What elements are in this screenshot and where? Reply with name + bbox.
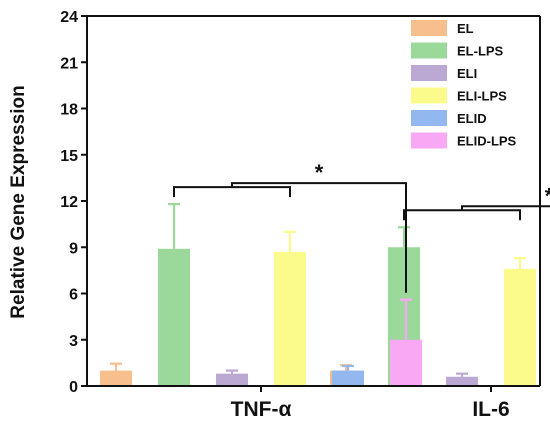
significance-group: ** bbox=[173, 160, 550, 293]
bar-eli-lps-1 bbox=[504, 268, 536, 386]
legend-label-el: EL bbox=[457, 21, 474, 36]
y-tick-label: 12 bbox=[60, 194, 78, 211]
bar-elid-lps-0 bbox=[390, 339, 422, 386]
legend-swatch-eli bbox=[411, 65, 447, 81]
legend-label-eli: ELI bbox=[457, 66, 477, 81]
legend: EL EL-LPS ELI ELI-LPS ELID ELID-LPS bbox=[411, 20, 517, 149]
legend-label-eli-lps: ELI-LPS bbox=[457, 89, 507, 104]
significance-bracket-0 bbox=[173, 182, 407, 293]
y-tick-label: 0 bbox=[69, 379, 78, 396]
x-category-label: TNF-α bbox=[231, 398, 292, 421]
legend-swatch-elid-lps bbox=[411, 132, 447, 149]
legend-label-elid-lps: ELID-LPS bbox=[457, 134, 517, 149]
y-tick-label: 9 bbox=[69, 240, 78, 257]
y-tick-label: 24 bbox=[60, 9, 78, 26]
y-tick-label: 21 bbox=[60, 55, 78, 72]
bar-el-lps-0 bbox=[158, 248, 190, 386]
legend-label-el-lps: EL-LPS bbox=[457, 44, 504, 59]
y-tick-label: 3 bbox=[69, 333, 78, 350]
bar-eli-0 bbox=[216, 373, 248, 386]
significance-marker-1: * bbox=[545, 183, 550, 208]
significance-bracket-1 bbox=[403, 205, 550, 221]
y-tick-label: 6 bbox=[69, 287, 78, 304]
x-category-label: IL-6 bbox=[472, 398, 509, 421]
legend-swatch-eli-lps bbox=[411, 87, 447, 104]
axes-group: 0 3 6 9 12 15 18 21 24 TNF-α IL-6 bbox=[60, 9, 541, 421]
bar-elid-0 bbox=[332, 370, 364, 386]
y-axis-title: Relative Gene Expression bbox=[8, 85, 29, 318]
legend-swatch-elid bbox=[411, 110, 447, 126]
y-tick-label: 15 bbox=[60, 148, 78, 165]
legend-swatch-el bbox=[411, 20, 447, 36]
legend-swatch-el-lps bbox=[411, 42, 447, 59]
bar-el-0 bbox=[100, 370, 132, 386]
significance-marker-0: * bbox=[315, 160, 324, 185]
bars-group bbox=[100, 247, 536, 386]
bar-eli-lps-0 bbox=[274, 251, 306, 386]
y-tick-label: 18 bbox=[60, 102, 78, 119]
legend-label-elid: ELID bbox=[457, 111, 487, 126]
bar-eli-1 bbox=[446, 376, 478, 386]
error-bars-group bbox=[110, 202, 526, 377]
